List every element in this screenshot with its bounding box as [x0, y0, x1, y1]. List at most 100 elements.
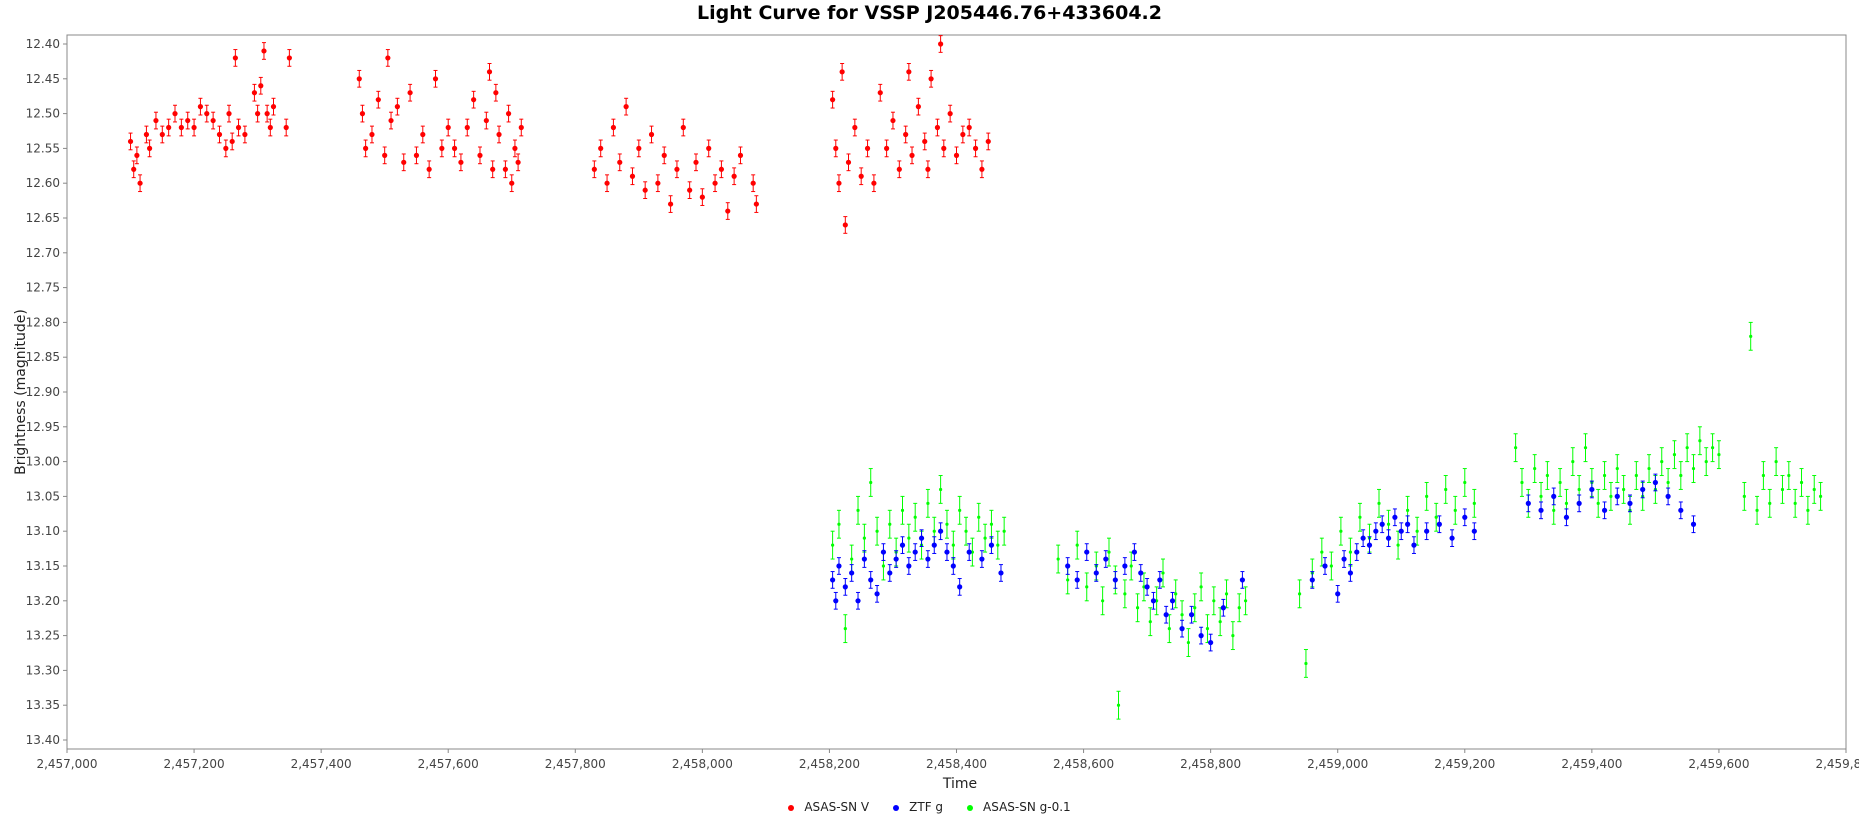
data-point: [1002, 529, 1006, 533]
x-tick-label: 2,459,400: [1561, 757, 1622, 771]
data-point: [413, 152, 420, 158]
data-point: [1157, 577, 1163, 583]
data-point: [178, 124, 184, 131]
data-point: [1329, 564, 1333, 568]
data-point: [131, 166, 137, 172]
data-point: [830, 97, 836, 103]
data-point: [856, 508, 860, 512]
data-point: [852, 124, 858, 131]
data-point: [985, 138, 991, 145]
data-point: [604, 180, 610, 186]
data-point: [1463, 480, 1467, 485]
data-point: [1685, 446, 1689, 450]
data-point: [881, 564, 886, 568]
data-point: [385, 55, 391, 61]
x-tick-label: 2,459,600: [1688, 757, 1749, 771]
data-point: [1787, 473, 1791, 478]
data-point: [255, 111, 261, 117]
data-point: [1627, 500, 1633, 506]
x-tick-label: 2,458,200: [799, 757, 860, 771]
data-point: [204, 111, 210, 117]
data-point: [1224, 592, 1229, 596]
data-point: [1339, 529, 1343, 533]
data-point: [1576, 500, 1582, 506]
data-point: [420, 131, 426, 138]
data-point: [134, 152, 140, 158]
legend-label: ASAS-SN g-0.1: [983, 800, 1071, 814]
data-point: [667, 201, 674, 207]
data-point: [900, 508, 905, 512]
data-point: [267, 124, 273, 131]
data-point: [1545, 473, 1549, 478]
data-point: [896, 166, 902, 172]
data-point: [884, 145, 890, 151]
data-point: [890, 117, 896, 124]
data-point: [518, 124, 524, 131]
data-point: [680, 124, 686, 131]
data-point: [1396, 543, 1400, 547]
data-point: [1212, 599, 1216, 603]
data-point: [483, 117, 489, 124]
data-point: [877, 90, 883, 96]
data-point: [512, 145, 518, 151]
data-point: [1148, 620, 1152, 624]
data-point: [505, 111, 512, 117]
legend-marker: [967, 804, 974, 811]
data-point: [655, 180, 661, 186]
data-point: [1348, 550, 1353, 554]
data-point: [926, 501, 930, 505]
data-point: [363, 145, 369, 151]
data-point: [843, 627, 847, 631]
data-point: [1220, 605, 1226, 611]
data-point: [432, 76, 439, 82]
y-tick-label: 13.10: [26, 524, 60, 538]
data-point: [1602, 473, 1607, 478]
data-point: [922, 138, 928, 145]
data-point: [1174, 592, 1178, 596]
legend-item: ASAS-SN V: [788, 800, 869, 814]
data-point: [1218, 620, 1222, 624]
data-point: [1471, 528, 1477, 534]
data-point: [893, 556, 899, 562]
data-point: [1322, 563, 1328, 569]
data-point: [699, 194, 705, 200]
data-point: [836, 180, 842, 186]
data-point: [493, 90, 499, 96]
data-point: [1186, 640, 1191, 645]
data-point: [1444, 487, 1448, 492]
data-point: [1563, 514, 1570, 520]
data-point: [369, 131, 375, 138]
x-tick-label: 2,457,600: [418, 757, 479, 771]
data-point: [674, 166, 680, 172]
data-point: [887, 570, 893, 576]
data-point: [1208, 639, 1214, 646]
data-point: [693, 159, 699, 165]
data-point: [1179, 626, 1185, 632]
data-point: [1377, 501, 1381, 505]
series-ztf-g: [830, 473, 1697, 652]
data-point: [1163, 612, 1169, 618]
data-point: [172, 111, 178, 117]
data-point: [836, 563, 842, 569]
data-point: [1462, 514, 1468, 520]
data-point: [477, 152, 483, 158]
y-tick-label: 12.40: [26, 37, 60, 51]
x-axis: 2,457,000 2,457,200 2,457,400 2,457,600 2,45…: [36, 749, 1859, 771]
data-point: [648, 131, 655, 138]
data-point: [869, 480, 873, 485]
data-point: [496, 131, 502, 138]
data-point: [712, 180, 718, 186]
x-tick-label: 2,458,600: [1053, 757, 1114, 771]
data-point: [1539, 494, 1543, 498]
y-tick-label: 12.80: [26, 315, 60, 329]
data-point: [1392, 514, 1398, 520]
data-point: [1085, 585, 1089, 589]
data-point: [839, 69, 845, 75]
data-point: [166, 124, 172, 131]
data-point: [1198, 633, 1204, 639]
data-point: [1742, 494, 1746, 498]
x-tick-label: 2,459,200: [1434, 757, 1495, 771]
chart-title: Light Curve for VSSP J205446.76+433604.2: [697, 2, 1162, 24]
data-point: [951, 543, 955, 547]
y-tick-label: 12.45: [26, 72, 60, 86]
